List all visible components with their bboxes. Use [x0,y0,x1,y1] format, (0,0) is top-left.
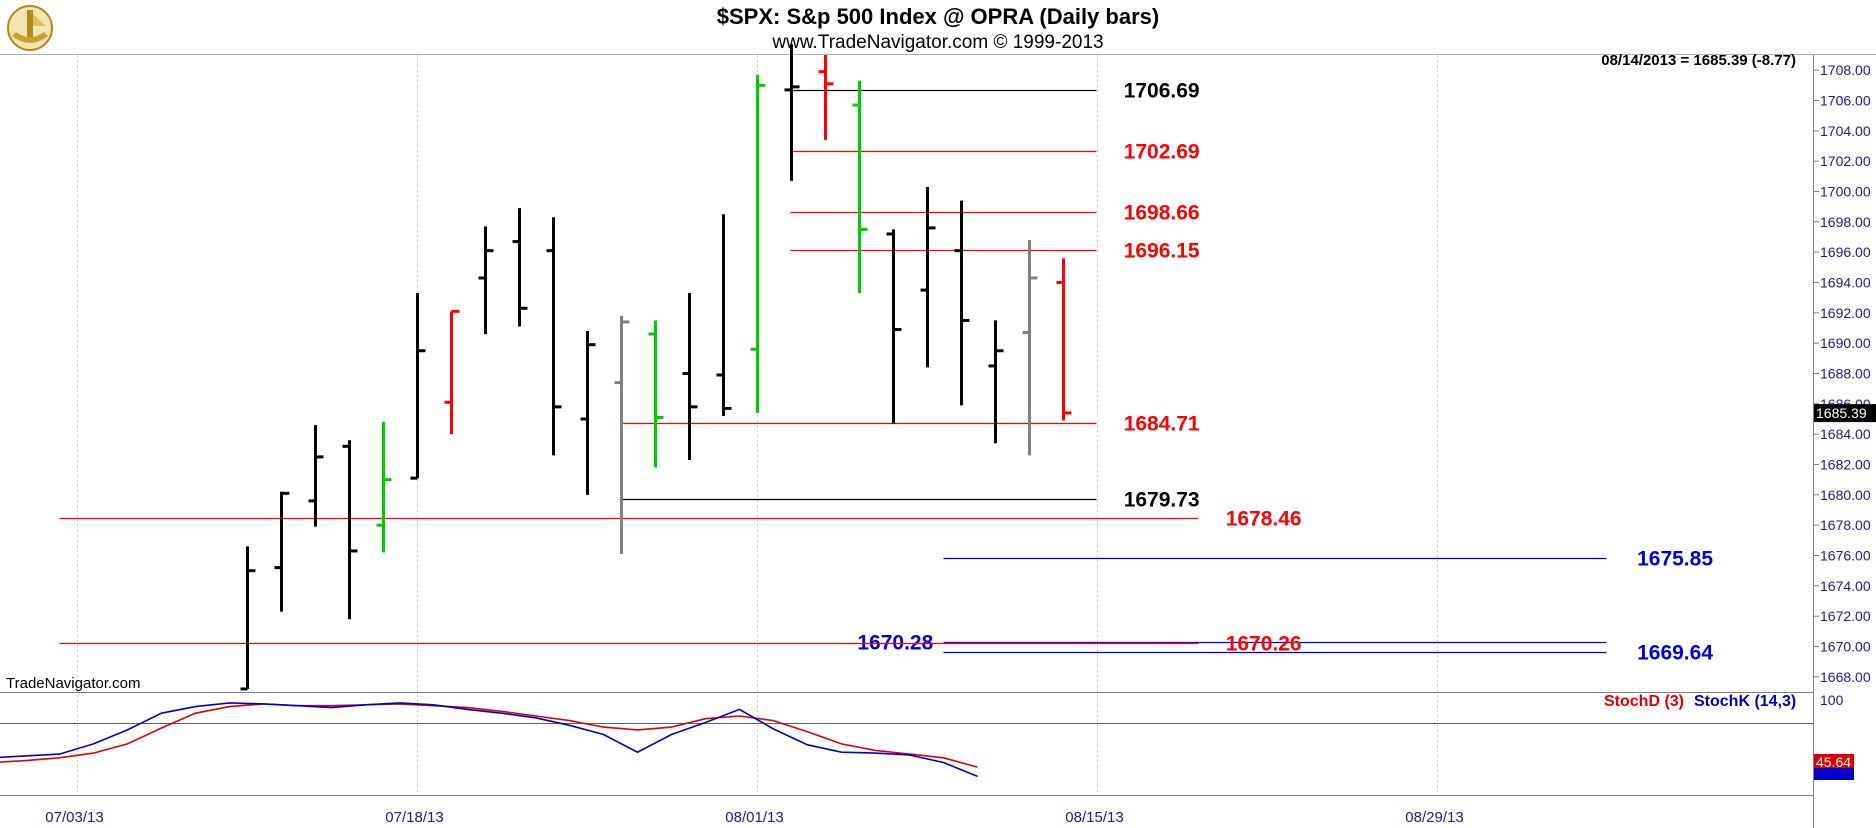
stoch-d-line [0,703,978,768]
price-tick-label: 1708.00 [1820,62,1871,78]
ohlc-bar [376,422,392,553]
ohlc-bar [648,320,664,468]
ohlc-bar [444,309,460,435]
ohlc-bar [750,74,766,413]
header-band [0,0,1876,54]
level-label: 1669.64 [1637,642,1713,665]
ohlc-bar [410,293,426,480]
price-axis: 1668.00 1670.00 1672.00 1674.00 1676.00 1678.… [1813,62,1876,780]
ohlc-bar [988,320,1004,444]
ohlc-bar [716,214,732,416]
price-tick-label: 1670.00 [1820,639,1871,655]
ohlc-bar [546,217,562,456]
price-tick-label: 1704.00 [1820,123,1871,139]
stochk-legend: StochK (14,3) [1694,693,1797,710]
last-price-box [1814,404,1876,423]
ohlc-bar [512,208,528,327]
ohlc-bar [478,226,494,335]
price-tick-label: 1688.00 [1820,366,1871,382]
date-tick-label: 07/18/13 [385,809,443,826]
ohlc-bar [614,315,630,554]
price-tick-label: 1668.00 [1820,669,1871,685]
price-tick-label: 1702.00 [1820,153,1871,169]
price-tick-label: 1680.00 [1820,487,1871,503]
price-tick-label: 1696.00 [1820,244,1871,260]
ohlc-bar [274,491,290,612]
price-tick-label: 1694.00 [1820,275,1871,291]
price-tick-label: 1684.00 [1820,426,1871,442]
ohlc-bar [342,440,358,620]
stoch-k-line [0,702,978,778]
last-quote-readout: 08/14/2013 = 1685.39 (-8.77) [1601,52,1796,69]
ohlc-bar [1056,258,1072,421]
ohlc-bar [852,80,868,294]
level-label: 1696.15 [1124,240,1200,263]
price-tick-label: 1674.00 [1820,578,1871,594]
date-tick-label: 07/03/13 [45,809,103,826]
price-tick-label: 1706.00 [1820,93,1871,109]
last-price-label: 1685.39 [1816,405,1867,421]
price-tick-label: 1700.00 [1820,184,1871,200]
price-tick-label: 1682.00 [1820,457,1871,473]
level-label: 1698.66 [1124,202,1200,225]
chart-title: $SPX: S&p 500 Index @ OPRA (Daily bars) [716,4,1160,29]
price-tick-label: 1678.00 [1820,517,1871,533]
ohlc-bar [1022,240,1038,456]
ohlc-bars [240,44,1072,691]
ohlc-bar [240,546,256,691]
ohlc-bar [784,44,800,181]
ohlc-bar [886,229,902,424]
level-label: 1679.73 [1124,489,1200,512]
level-label: 1670.26 [1226,633,1302,656]
brand-watermark: TradeNavigator.com [6,675,141,692]
stoch-d-value-box [1814,754,1854,768]
date-tick-label: 08/01/13 [725,809,783,826]
level-label: 1675.85 [1637,548,1713,571]
price-tick-label: 1676.00 [1820,548,1871,564]
level-label: 1702.69 [1124,141,1200,164]
stoch-d-value: 45.64 [1816,754,1851,770]
tradenavigator-logo-icon [7,5,53,51]
price-tick-label: 1690.00 [1820,335,1871,351]
date-tick-label: 08/29/13 [1405,809,1463,826]
level-label: 1706.69 [1124,80,1200,103]
date-tick-label: 08/15/13 [1065,809,1123,826]
level-lines: 1706.69 1702.69 1698.66 1696.15 1684.71 1679.… [59,80,1713,665]
price-tick-label: 1692.00 [1820,305,1871,321]
level-label: 1684.71 [1124,413,1200,436]
ohlc-bar [920,186,936,368]
ohlc-bar [682,293,698,460]
ohlc-bar [818,55,834,140]
price-tick-label: 1698.00 [1820,214,1871,230]
ohlc-bar [580,331,596,495]
stochd-legend: StochD (3) [1604,693,1684,710]
chart-subtitle: www.TradeNavigator.com © 1999-2013 [772,32,1104,53]
ohlc-bar [308,425,324,527]
ohlc-bar [954,200,970,406]
stoch-axis-label: 100 [1820,692,1844,708]
date-grid: 07/03/13 07/18/13 08/01/13 08/15/13 08/29/13 [45,55,1464,826]
level-label: 1678.46 [1226,508,1302,531]
price-tick-label: 1672.00 [1820,608,1871,624]
